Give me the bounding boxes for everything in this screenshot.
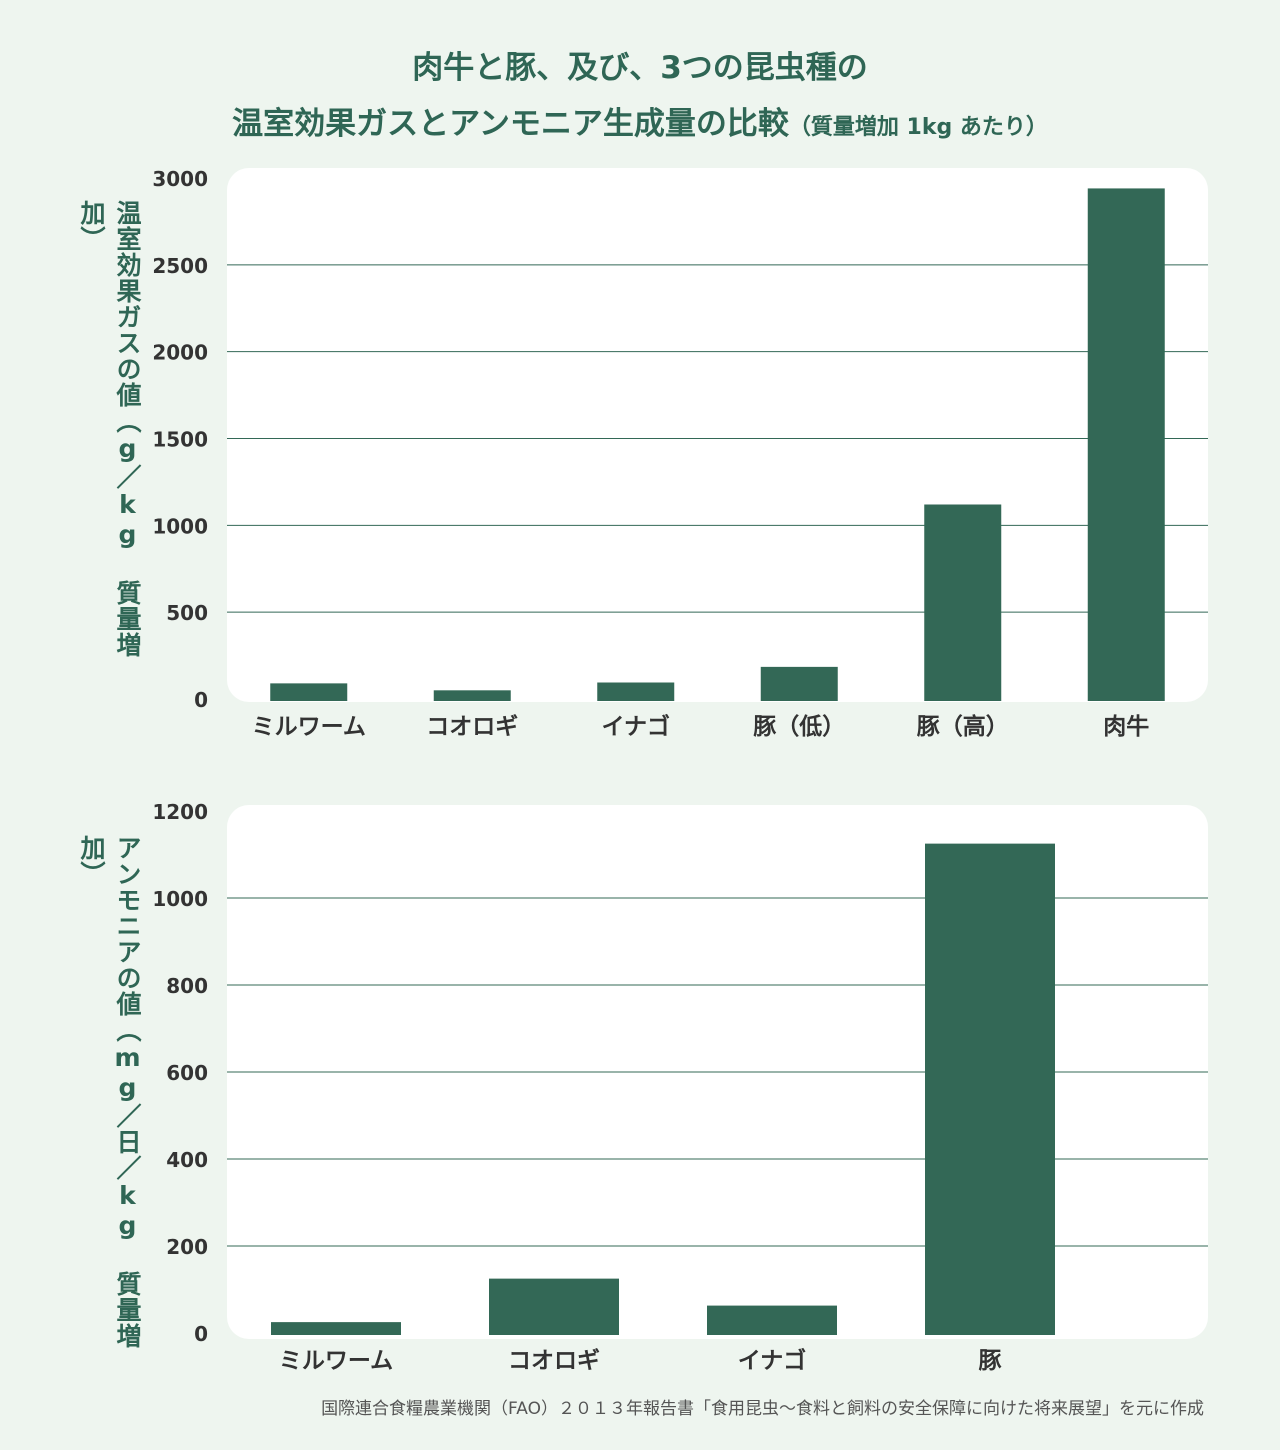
ammonia-y-tick-label: 0 [194, 1322, 208, 1346]
ammonia-category-label: 豚 [979, 1348, 1002, 1374]
ghg-bar [1087, 188, 1165, 702]
ghg-category-label: 豚（低） [753, 713, 845, 740]
ammonia-category-label: ミルワーム [279, 1348, 393, 1374]
ghg-category-label: イナゴ [601, 713, 670, 740]
source-note: 国際連合食糧農業機関（FAO）２０１３年報告書「食用昆虫〜食料と飼料の安全保障に… [321, 1399, 1204, 1419]
ghg-bar [433, 690, 511, 701]
ghg-bar-chart: 0 500 1000 1500 2000 2500 3000 ミルワーム コオロギ イナゴ 豚（低）… [152, 167, 1208, 740]
ghg-y-tick-label: 3000 [152, 167, 208, 191]
ghg-y-tick-label: 2500 [152, 254, 208, 278]
ammonia-bar-chart: 0 200 400 600 800 1000 1200 ミルワーム コオロギ イナゴ 豚 [152, 800, 1208, 1374]
ghg-bar [270, 683, 348, 701]
ammonia-category-label: イナゴ [738, 1347, 807, 1374]
ammonia-bar [925, 843, 1055, 1335]
ghg-category-label: 肉牛 [1103, 714, 1149, 740]
ghg-bar [597, 682, 675, 701]
ammonia-y-tick-label: 400 [166, 1148, 208, 1172]
chart-title-line1: 肉牛と豚、及び、3つの昆虫種の [412, 50, 868, 86]
ammonia-y-tick-label: 200 [166, 1235, 208, 1259]
ghg-bar [760, 666, 838, 701]
ghg-y-tick-label: 0 [194, 688, 208, 712]
chart-title-main: 温室効果ガスとアンモニア生成量の比較 [232, 106, 789, 142]
ghg-category-label: コオロギ [426, 714, 518, 740]
ghg-y-tick-label: 1000 [152, 514, 208, 538]
ghg-y-tick-label: 500 [166, 601, 208, 625]
ammonia-y-tick-label: 1200 [152, 800, 208, 824]
ammonia-bar [271, 1322, 401, 1335]
chart-title-line2: 温室効果ガスとアンモニア生成量の比較（質量増加 1kg あたり） [0, 98, 1280, 143]
ghg-y-tick-label: 1500 [152, 428, 208, 452]
ammonia-y-tick-label: 600 [166, 1061, 208, 1085]
chart-title-sub: （質量増加 1kg あたり） [788, 115, 1048, 140]
ammonia-y-tick-label: 800 [166, 974, 208, 998]
ammonia-bar [489, 1278, 619, 1335]
ghg-y-tick-label: 2000 [152, 341, 208, 365]
ghg-category-label: ミルワーム [252, 714, 366, 740]
ammonia-category-label: コオロギ [508, 1348, 600, 1374]
ammonia-y-tick-label: 1000 [152, 887, 208, 911]
ammonia-bar [707, 1305, 837, 1335]
ghg-bar [924, 504, 1002, 701]
ghg-category-label: 豚（高） [917, 713, 1009, 740]
